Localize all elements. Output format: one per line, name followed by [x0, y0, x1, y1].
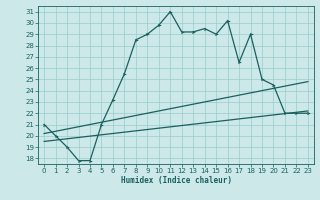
- X-axis label: Humidex (Indice chaleur): Humidex (Indice chaleur): [121, 176, 231, 185]
